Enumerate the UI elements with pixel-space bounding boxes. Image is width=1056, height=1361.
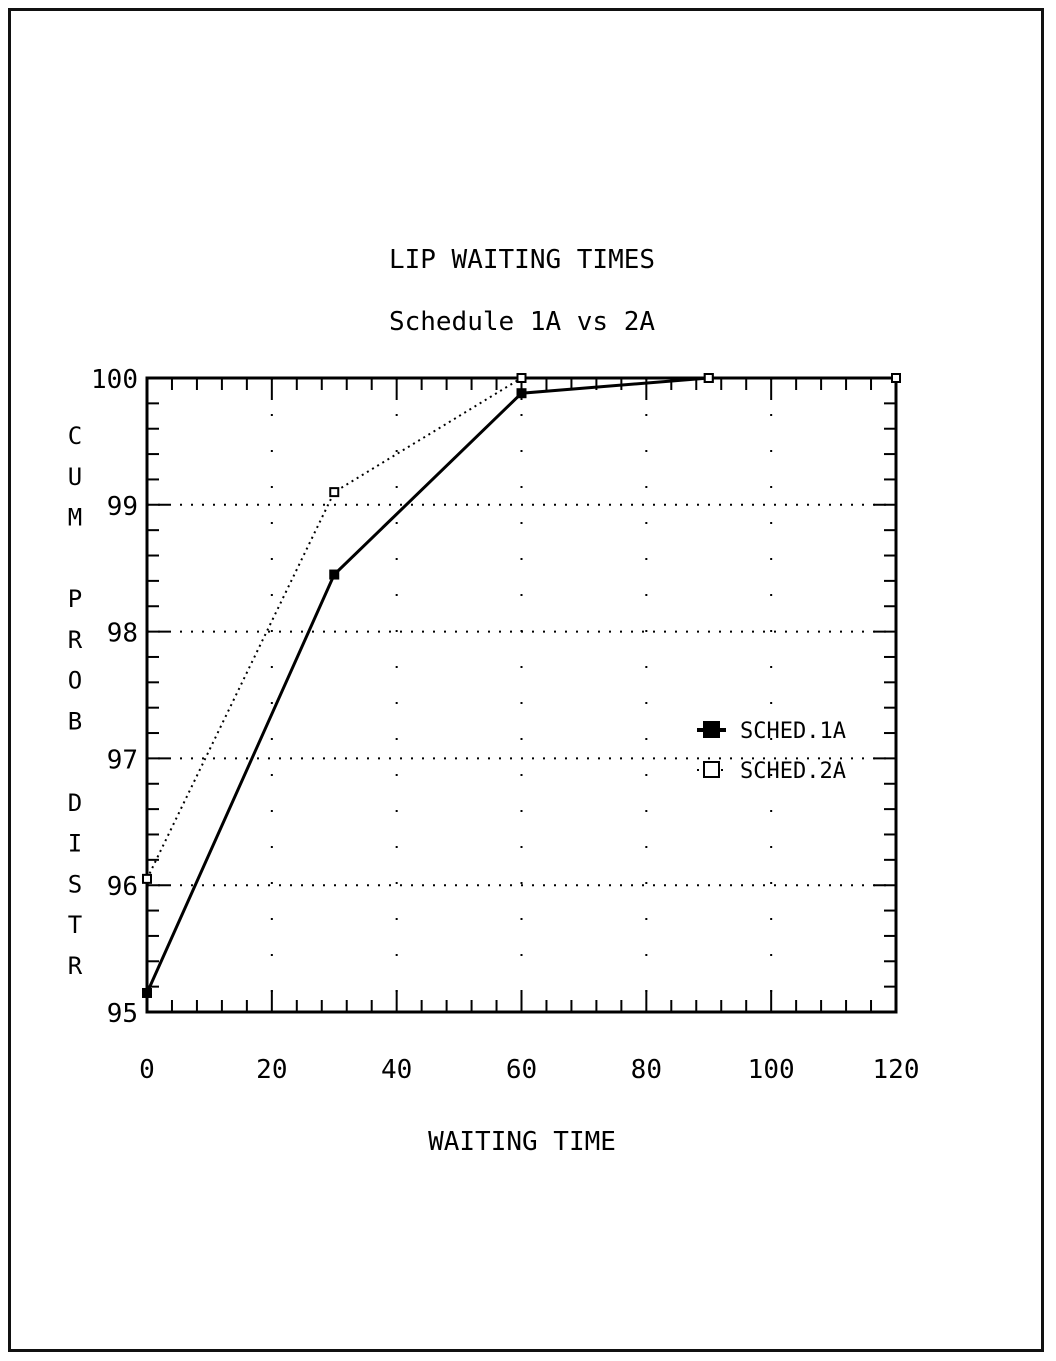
- data-point: [329, 569, 340, 580]
- y-axis-label-char: O: [68, 667, 82, 695]
- data-point: [703, 373, 714, 383]
- y-axis-label-char: M: [68, 504, 82, 532]
- legend-marker: [703, 761, 720, 778]
- y-tick-label: 100: [91, 365, 138, 395]
- legend-marker: [703, 721, 720, 738]
- x-tick-label: 0: [139, 1055, 155, 1085]
- y-tick-label: 99: [107, 492, 138, 522]
- x-tick-label: 40: [381, 1055, 412, 1085]
- legend: SCHED.1A SCHED.2A: [697, 719, 846, 784]
- x-tick-label: 80: [631, 1055, 662, 1085]
- page-frame: [8, 8, 1044, 1352]
- x-tick-label: 100: [748, 1055, 795, 1085]
- tick-labels: 0 20 40 60 80 100 120 95 96 97 98 99 100: [91, 365, 919, 1085]
- data-point: [329, 487, 340, 498]
- y-axis-label-char: B: [68, 707, 82, 735]
- y-tick-label: 96: [107, 872, 138, 902]
- y-axis-label-char: P: [68, 585, 82, 613]
- data-point: [891, 373, 901, 383]
- y-axis-label-char: T: [68, 911, 82, 939]
- x-tick-label: 60: [506, 1055, 537, 1085]
- y-tick-label: 97: [107, 745, 138, 775]
- y-axis-label-char: S: [68, 870, 82, 898]
- data-point: [142, 873, 152, 884]
- y-axis-label-char: R: [68, 952, 83, 980]
- y-axis-label-char: U: [68, 463, 82, 491]
- plot-area: [145, 376, 898, 1014]
- series-line-2: [146, 377, 896, 880]
- series: [142, 373, 901, 998]
- data-point: [142, 987, 152, 998]
- y-axis-label-char: D: [68, 789, 82, 817]
- axis-ticks: [146, 377, 897, 1013]
- chart-title: LIP WAITING TIMES: [389, 245, 655, 275]
- y-tick-label: 95: [107, 999, 138, 1029]
- x-axis-label: WAITING TIME: [428, 1127, 616, 1157]
- data-point: [516, 373, 527, 383]
- legend-label: SCHED.2A: [740, 759, 846, 784]
- y-axis-label-char: C: [68, 422, 82, 450]
- data-point: [516, 388, 527, 399]
- x-tick-label: 120: [873, 1055, 920, 1085]
- y-axis-label-char: R: [68, 626, 83, 654]
- y-tick-label: 98: [107, 619, 138, 649]
- legend-label: SCHED.1A: [740, 719, 846, 744]
- y-axis-label-char: I: [68, 830, 82, 858]
- chart-subtitle: Schedule 1A vs 2A: [389, 307, 655, 337]
- x-tick-label: 20: [256, 1055, 287, 1085]
- series-line-1: [145, 376, 896, 994]
- grid: [147, 378, 896, 1012]
